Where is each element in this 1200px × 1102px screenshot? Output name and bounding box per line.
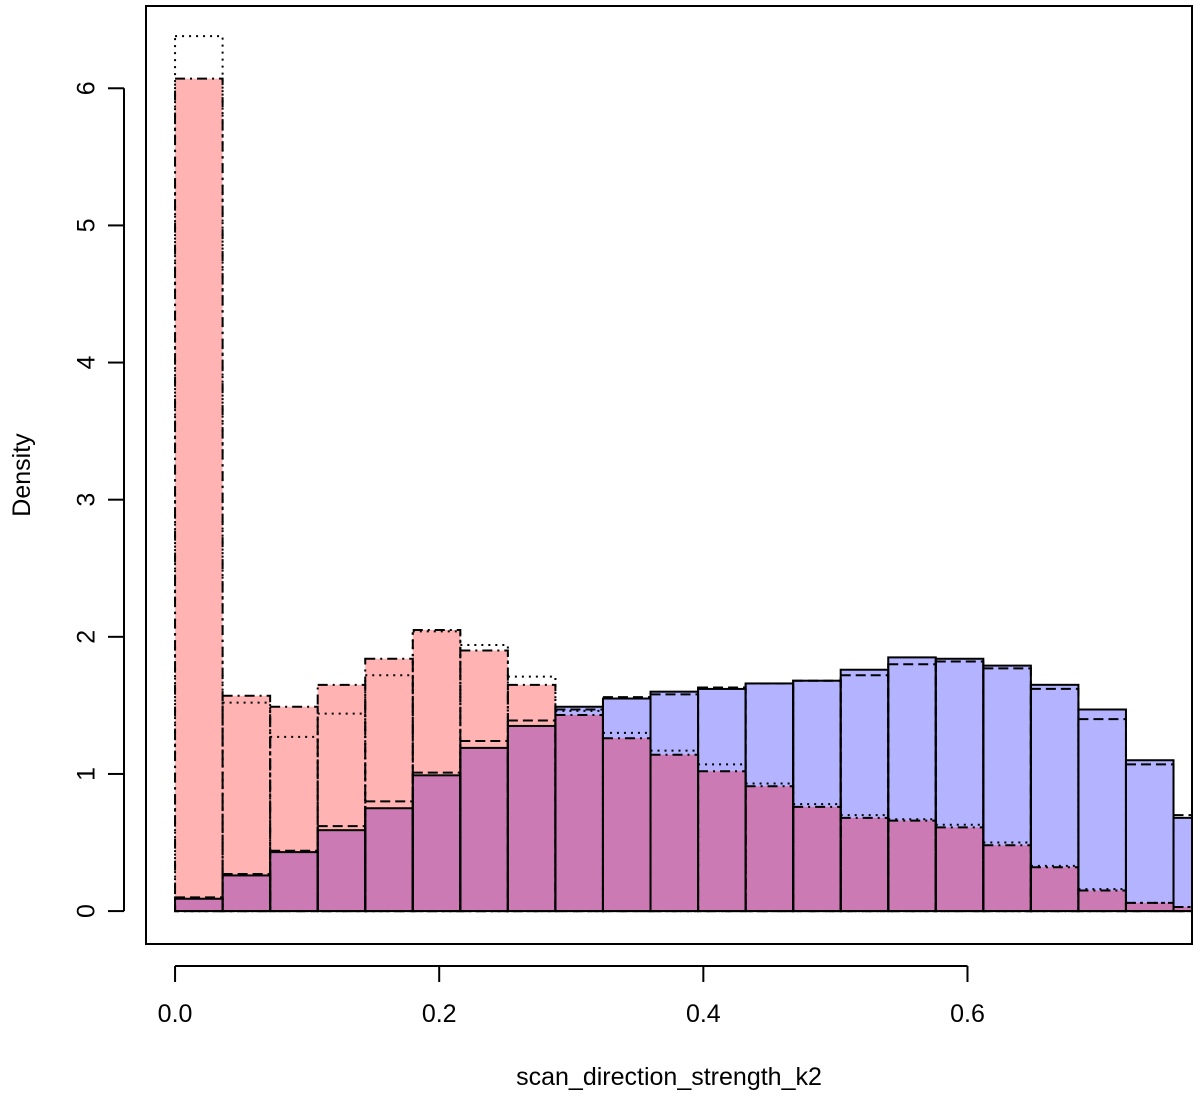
y-axis-label: Density <box>8 433 36 517</box>
bar-outline-red-dashdot-12 <box>744 785 795 913</box>
bar-outline-blue-solid-21 <box>1172 816 1192 913</box>
y-tick-label-3: 3 <box>73 493 101 507</box>
bar-outline-red-dashdot-3 <box>316 683 367 913</box>
bar-overlap-3 <box>317 830 366 912</box>
bar-overlap-11 <box>698 771 746 912</box>
y-axis: 0 1 2 3 4 5 6 <box>73 81 125 918</box>
y-tick-label-0: 0 <box>73 904 101 918</box>
bar-overlap-15 <box>888 820 936 912</box>
y-tick-label-4: 4 <box>73 356 101 370</box>
bar-overlap-19 <box>1078 890 1126 912</box>
bar-blue-solid-21 <box>1173 817 1192 912</box>
plot-frame <box>145 5 1193 945</box>
y-tick-label-2: 2 <box>73 630 101 644</box>
bar-overlap-10 <box>650 754 699 912</box>
bar-outline-red-dotted-0 <box>174 35 224 913</box>
bar-outline-red-dotted-5 <box>411 630 462 913</box>
bar-overlap-0 <box>175 898 223 912</box>
bar-overlap-4 <box>365 808 413 912</box>
x-tick-label-0: 0.0 <box>158 1000 193 1028</box>
bar-overlap-6 <box>460 747 508 912</box>
bar-outline-red-dashdot-13 <box>792 805 842 913</box>
bar-overlap-21 <box>1173 906 1192 912</box>
y-tick-label-5: 5 <box>73 218 101 232</box>
y-tick-label-1: 1 <box>73 767 101 781</box>
bar-outline-red-dotted-15 <box>887 818 937 913</box>
bar-outline-red-dashdot-4 <box>364 657 414 913</box>
bar-outline-red-dashdot-17 <box>982 844 1032 913</box>
bar-outline-red-dotted-6 <box>459 644 509 913</box>
bar-outline-red-dotted-8 <box>554 709 604 913</box>
bar-overlap-8 <box>555 714 603 912</box>
x-tick-label-1: 0.2 <box>422 1000 457 1028</box>
x-tick-label-3: 0.6 <box>950 1000 985 1028</box>
bar-outline-blue-dashed-13 <box>792 679 842 913</box>
x-axis: 0.0 0.2 0.4 0.6 <box>158 965 985 1028</box>
bar-red-dashdot-0 <box>175 78 223 912</box>
bar-outline-red-dotted-1 <box>221 701 272 913</box>
bar-overlap-5 <box>412 775 461 912</box>
bar-overlap-12 <box>745 786 794 912</box>
bar-overlap-9 <box>602 738 651 912</box>
x-axis-label: scan_direction_strength_k2 <box>516 1063 822 1091</box>
bar-overlap-13 <box>793 806 841 912</box>
bar-overlap-16 <box>935 827 984 912</box>
bar-overlap-17 <box>983 845 1031 912</box>
bar-overlap-7 <box>507 725 556 912</box>
bar-blue-solid-20 <box>1125 760 1174 912</box>
bar-outline-red-dotted-17 <box>982 841 1032 913</box>
bar-blue-solid-19 <box>1078 709 1126 912</box>
x-tick-label-2: 0.4 <box>686 1000 721 1028</box>
y-tick-label-6: 6 <box>73 81 101 95</box>
bar-overlap-2 <box>270 852 318 912</box>
bar-overlap-20 <box>1125 902 1174 912</box>
bar-outline-red-dotted-14 <box>839 814 890 913</box>
bar-overlap-18 <box>1030 867 1079 912</box>
bar-overlap-14 <box>840 817 889 912</box>
bar-outline-red-dashdot-14 <box>839 816 890 913</box>
bar-outline-red-dotted-4 <box>364 674 414 913</box>
bar-outline-red-dotted-16 <box>934 823 985 913</box>
bar-overlap-1 <box>222 875 271 912</box>
